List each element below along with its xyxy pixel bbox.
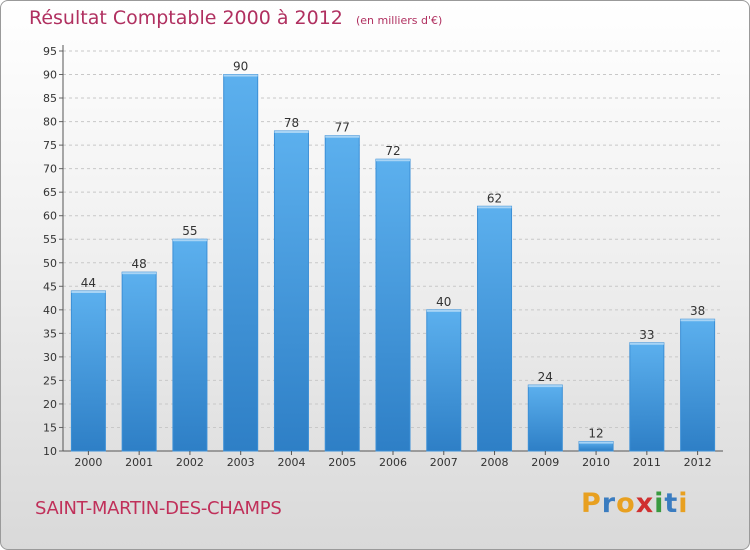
bar-highlight xyxy=(528,385,563,388)
x-tick-label: 2006 xyxy=(379,456,407,469)
bar-highlight xyxy=(172,239,207,242)
data-label: 12 xyxy=(588,427,603,441)
y-tick-label: 95 xyxy=(43,45,57,58)
bar xyxy=(121,271,157,452)
bar-highlight xyxy=(376,159,410,162)
data-label: 38 xyxy=(690,304,705,318)
y-tick-label: 80 xyxy=(43,116,57,129)
x-tick-label: 2000 xyxy=(74,456,102,469)
data-label: 90 xyxy=(233,60,248,74)
logo-letter: i xyxy=(678,488,689,519)
data-label: 48 xyxy=(132,257,147,271)
y-tick-label: 35 xyxy=(43,327,57,340)
y-tick-label: 75 xyxy=(43,139,57,152)
y-tick-label: 90 xyxy=(43,69,57,82)
x-tick-label: 2012 xyxy=(684,456,712,469)
place-name: SAINT-MARTIN-DES-CHAMPS xyxy=(35,498,282,519)
bar xyxy=(426,309,462,452)
data-label: 78 xyxy=(284,116,299,130)
y-tick-label: 50 xyxy=(43,257,57,270)
bar xyxy=(70,290,106,452)
logo-letter: i xyxy=(654,488,665,519)
y-tick-label: 70 xyxy=(43,163,57,176)
y-tick-label: 40 xyxy=(43,304,57,317)
data-label: 55 xyxy=(182,224,197,238)
y-tick-label: 20 xyxy=(43,398,57,411)
x-tick-label: 2004 xyxy=(277,456,305,469)
title-row: Résultat Comptable 2000 à 2012 (en milli… xyxy=(29,7,442,29)
y-tick-label: 15 xyxy=(43,421,57,434)
chart-title: Résultat Comptable 2000 à 2012 xyxy=(29,7,343,29)
bar xyxy=(629,342,665,452)
y-tick-label: 85 xyxy=(43,92,57,105)
logo-letter: P xyxy=(581,488,602,519)
bar-highlight xyxy=(426,309,461,312)
y-tick-label: 55 xyxy=(43,233,57,246)
bar-highlight xyxy=(71,291,106,293)
data-label: 24 xyxy=(538,370,553,384)
data-label: 33 xyxy=(639,328,654,342)
unit-label: (en milliers d'€) xyxy=(355,14,443,27)
logo-letter: x xyxy=(635,488,655,519)
y-tick-label: 60 xyxy=(43,210,57,223)
data-label: 62 xyxy=(487,191,502,205)
y-tick-label: 10 xyxy=(43,445,57,458)
data-label: 44 xyxy=(81,276,96,290)
data-label: 72 xyxy=(385,144,400,158)
bar xyxy=(527,384,563,452)
bar xyxy=(273,130,309,452)
x-tick-label: 2002 xyxy=(176,456,204,469)
logo-letter: r xyxy=(601,488,617,519)
x-tick-label: 2008 xyxy=(481,456,509,469)
y-tick-label: 45 xyxy=(43,280,57,293)
data-label: 40 xyxy=(436,295,451,309)
bar-highlight xyxy=(680,319,715,322)
bar xyxy=(680,318,716,452)
bar-highlight xyxy=(325,135,360,138)
x-tick-label: 2010 xyxy=(582,456,610,469)
x-tick-label: 2009 xyxy=(531,456,559,469)
bar-highlight xyxy=(629,342,664,345)
bar xyxy=(223,74,259,452)
bar-highlight xyxy=(579,441,614,444)
x-tick-label: 2001 xyxy=(125,456,153,469)
bar-highlight xyxy=(122,272,157,275)
y-tick-label: 30 xyxy=(43,351,57,364)
bar xyxy=(172,238,208,452)
bar xyxy=(375,158,411,452)
y-tick-label: 65 xyxy=(43,186,57,199)
proxiti-logo: Proxiti xyxy=(581,488,689,519)
x-tick-label: 2005 xyxy=(328,456,356,469)
x-tick-label: 2007 xyxy=(430,456,458,469)
y-tick-label: 25 xyxy=(43,374,57,387)
logo-letter: o xyxy=(616,488,636,519)
bar xyxy=(324,135,360,452)
bar-highlight xyxy=(274,131,309,133)
bar-highlight xyxy=(223,74,258,77)
bar-highlight xyxy=(477,206,512,209)
logo-letter: t xyxy=(664,488,679,519)
data-label: 77 xyxy=(335,121,350,135)
bar xyxy=(477,205,513,452)
x-tick-label: 2003 xyxy=(227,456,255,469)
x-tick-label: 2011 xyxy=(633,456,661,469)
